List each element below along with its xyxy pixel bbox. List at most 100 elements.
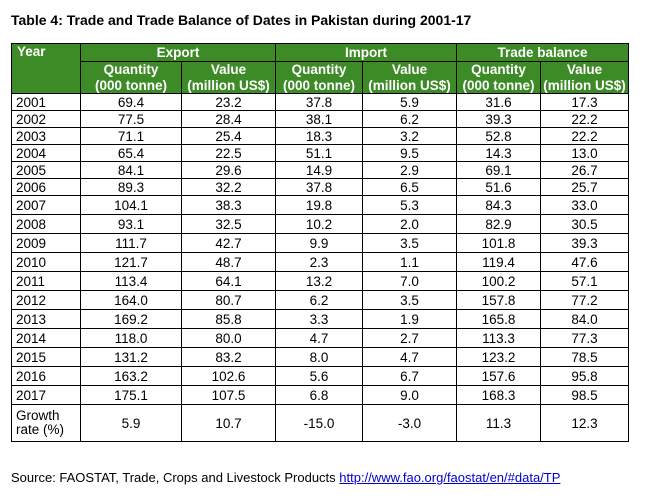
balance-quantity-cell: 82.9 (456, 214, 541, 234)
source-text: Source: FAOSTAT, Trade, Crops and Livest… (11, 470, 340, 485)
export-value-cell: 102.6 (181, 366, 276, 386)
export-quantity-cell: 163.2 (80, 366, 182, 386)
export-quantity-cell: 65.4 (80, 144, 182, 162)
growth-rate-row: Growth rate (%) 5.9 10.7 -15.0 -3.0 11.3 12.3 (11, 404, 629, 442)
import-quantity-cell: 38.1 (275, 110, 363, 128)
year-cell: 2016 (11, 366, 81, 386)
balance-quantity-cell: 39.3 (456, 110, 541, 128)
import-group-header: Import (275, 43, 457, 62)
balance-quantity-cell: 84.3 (456, 195, 541, 215)
table-title: Table 4: Trade and Trade Balance of Date… (11, 12, 472, 28)
year-cell: 2006 (11, 178, 81, 196)
trade-table: Year Export Import Trade balance Quantit… (11, 43, 629, 442)
import-value-cell: 6.2 (362, 110, 457, 128)
import-quantity-cell: 8.0 (275, 347, 363, 367)
export-value-cell: 25.4 (181, 127, 276, 145)
balance-value-cell: 39.3 (540, 233, 629, 253)
balance-quantity-cell: 14.3 (456, 144, 541, 162)
export-quantity-cell: 71.1 (80, 127, 182, 145)
table-row: 2006 89.3 32.2 37.8 6.5 51.6 25.7 (11, 178, 629, 196)
import-quantity-growth-cell: -15.0 (275, 404, 363, 442)
balance-value-cell: 95.8 (540, 366, 629, 386)
year-cell: 2001 (11, 93, 81, 111)
import-quantity-cell: 6.8 (275, 385, 363, 405)
export-value-cell: 42.7 (181, 233, 276, 253)
balance-value-cell: 33.0 (540, 195, 629, 215)
balance-quantity-cell: 52.8 (456, 127, 541, 145)
import-quantity-cell: 3.3 (275, 309, 363, 329)
balance-value-cell: 77.2 (540, 290, 629, 310)
table-row: 2002 77.5 28.4 38.1 6.2 39.3 22.2 (11, 110, 629, 128)
export-quantity-cell: 164.0 (80, 290, 182, 310)
export-value-cell: 32.5 (181, 214, 276, 234)
balance-value-cell: 25.7 (540, 178, 629, 196)
year-cell: 2010 (11, 252, 81, 272)
table-row: 2011 113.4 64.1 13.2 7.0 100.2 57.1 (11, 271, 629, 291)
table-row: 2010 121.7 48.7 2.3 1.1 119.4 47.6 (11, 252, 629, 272)
table-row: 2009 111.7 42.7 9.9 3.5 101.8 39.3 (11, 233, 629, 253)
table-row: 2014 118.0 80.0 4.7 2.7 113.3 77.3 (11, 328, 629, 348)
export-value-cell: 28.4 (181, 110, 276, 128)
export-quantity-cell: 113.4 (80, 271, 182, 291)
export-value-cell: 107.5 (181, 385, 276, 405)
balance-quantity-cell: 31.6 (456, 93, 541, 111)
import-value-cell: 6.7 (362, 366, 457, 386)
import-quantity-unit-header: (000 tonne) (275, 77, 363, 94)
import-value-growth-cell: -3.0 (362, 404, 457, 442)
balance-value-cell: 22.2 (540, 127, 629, 145)
import-value-unit-header: (million US$) (362, 77, 457, 94)
export-quantity-cell: 118.0 (80, 328, 182, 348)
balance-value-cell: 77.3 (540, 328, 629, 348)
import-quantity-cell: 4.7 (275, 328, 363, 348)
balance-quantity-growth-cell: 11.3 (456, 404, 541, 442)
export-value-cell: 64.1 (181, 271, 276, 291)
import-value-cell: 9.5 (362, 144, 457, 162)
import-quantity-cell: 51.1 (275, 144, 363, 162)
import-quantity-cell: 37.8 (275, 93, 363, 111)
balance-value-cell: 30.5 (540, 214, 629, 234)
year-cell: 2013 (11, 309, 81, 329)
export-quantity-cell: 89.3 (80, 178, 182, 196)
source-link[interactable]: http://www.fao.org/faostat/en/#data/TP (339, 470, 561, 485)
table-row: 2004 65.4 22.5 51.1 9.5 14.3 13.0 (11, 144, 629, 162)
year-cell: 2017 (11, 385, 81, 405)
import-quantity-header: Quantity (275, 61, 363, 77)
balance-quantity-unit-header: (000 tonne) (456, 77, 541, 94)
import-quantity-cell: 6.2 (275, 290, 363, 310)
balance-value-header: Value (540, 61, 629, 77)
balance-value-cell: 57.1 (540, 271, 629, 291)
import-value-cell: 4.7 (362, 347, 457, 367)
import-value-header: Value (362, 61, 457, 77)
export-value-cell: 32.2 (181, 178, 276, 196)
export-quantity-header: Quantity (80, 61, 182, 77)
export-quantity-cell: 131.2 (80, 347, 182, 367)
balance-value-cell: 47.6 (540, 252, 629, 272)
table-row: 2015 131.2 83.2 8.0 4.7 123.2 78.5 (11, 347, 629, 367)
year-cell: 2005 (11, 161, 81, 179)
export-quantity-cell: 93.1 (80, 214, 182, 234)
export-value-cell: 85.8 (181, 309, 276, 329)
import-value-cell: 5.9 (362, 93, 457, 111)
table-row: 2008 93.1 32.5 10.2 2.0 82.9 30.5 (11, 214, 629, 234)
year-header: Year (11, 43, 81, 94)
table-row: 2003 71.1 25.4 18.3 3.2 52.8 22.2 (11, 127, 629, 145)
export-quantity-growth-cell: 5.9 (80, 404, 182, 442)
export-value-cell: 80.7 (181, 290, 276, 310)
import-value-cell: 3.2 (362, 127, 457, 145)
growth-label-line1: Growth (16, 408, 60, 423)
balance-value-cell: 98.5 (540, 385, 629, 405)
year-cell: 2002 (11, 110, 81, 128)
year-cell: 2014 (11, 328, 81, 348)
import-value-cell: 3.5 (362, 290, 457, 310)
year-cell: 2008 (11, 214, 81, 234)
import-quantity-cell: 19.8 (275, 195, 363, 215)
balance-value-cell: 84.0 (540, 309, 629, 329)
year-cell: 2004 (11, 144, 81, 162)
import-quantity-cell: 37.8 (275, 178, 363, 196)
export-value-header: Value (181, 61, 276, 77)
export-value-cell: 83.2 (181, 347, 276, 367)
export-quantity-cell: 84.1 (80, 161, 182, 179)
year-cell: 2015 (11, 347, 81, 367)
table-row: 2017 175.1 107.5 6.8 9.0 168.3 98.5 (11, 385, 629, 405)
year-cell: 2011 (11, 271, 81, 291)
